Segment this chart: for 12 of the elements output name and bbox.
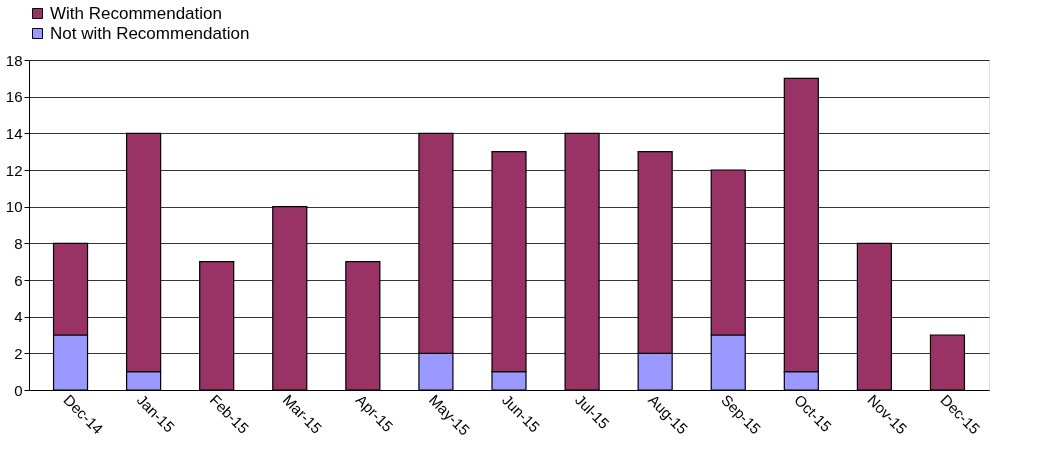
y-tick-label: 14 xyxy=(5,124,23,142)
y-tick-label: 10 xyxy=(5,198,23,216)
y-tick-label: 0 xyxy=(14,381,23,399)
legend-label: With Recommendation xyxy=(50,3,222,23)
y-tick-label: 18 xyxy=(5,51,23,69)
y-tick-label: 12 xyxy=(5,161,23,179)
y-tick-label: 2 xyxy=(14,344,23,362)
y-tick-label: 16 xyxy=(5,88,23,106)
y-tick-label: 8 xyxy=(14,234,23,252)
y-tick-label: 6 xyxy=(14,271,23,289)
legend-label: Not with Recommendation xyxy=(50,23,250,43)
y-tick-label: 4 xyxy=(14,308,23,326)
